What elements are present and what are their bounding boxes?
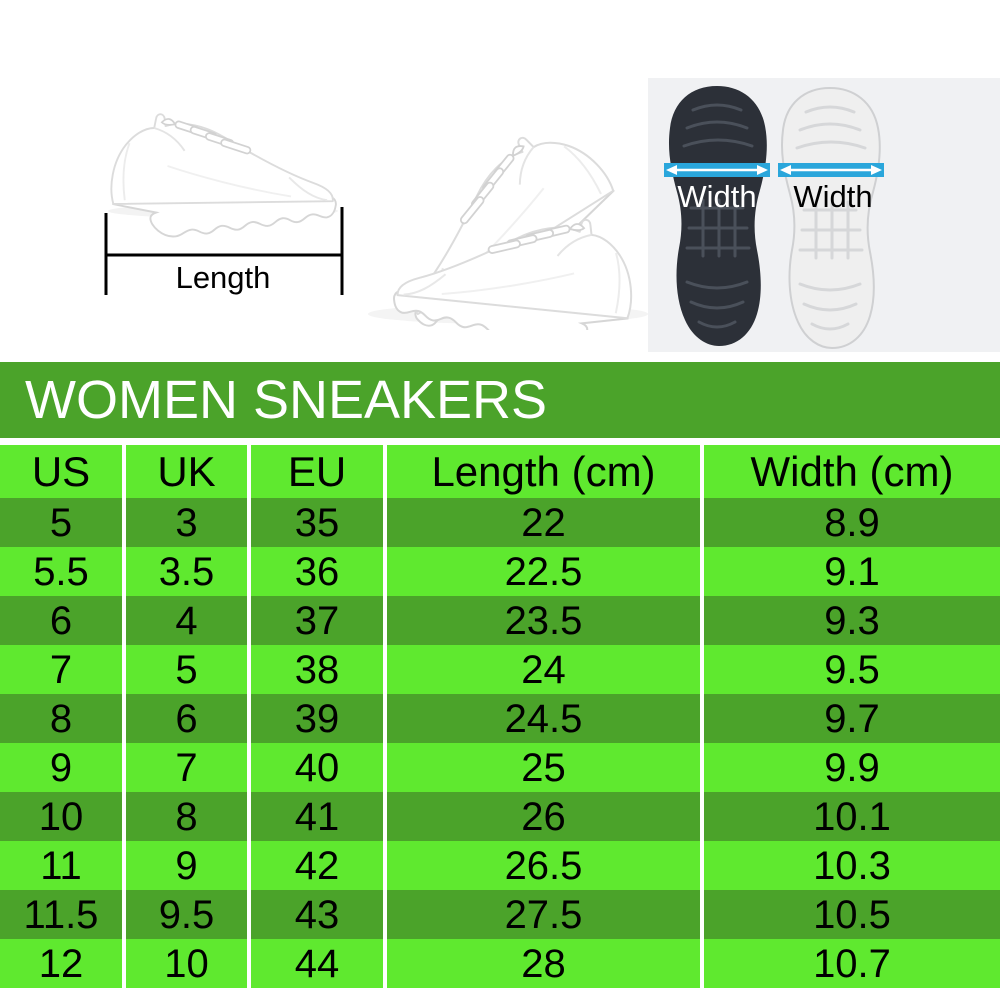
table-cell: 10.1 <box>704 792 1000 841</box>
table-cell: 5 <box>0 498 122 547</box>
column-header: Width (cm) <box>704 445 1000 498</box>
table-cell: 5 <box>126 645 247 694</box>
column-header: US <box>0 445 122 498</box>
table-cell: 7 <box>0 645 122 694</box>
table-cell: 24 <box>387 645 700 694</box>
table-cell: 10 <box>126 939 247 988</box>
black-outsole <box>668 86 767 346</box>
width-measure-figure: Width Width <box>648 76 1000 359</box>
table-cell: 36 <box>251 547 383 596</box>
figures-section: Length <box>0 0 1000 362</box>
table-cell: 8 <box>126 792 247 841</box>
table-cell: 37 <box>251 596 383 645</box>
table-row: 5.5 3.5 36 22.5 9.1 <box>0 547 1000 596</box>
table-cell: 22 <box>387 498 700 547</box>
table-cell: 11 <box>0 841 122 890</box>
table-cell: 22.5 <box>387 547 700 596</box>
column-header: EU <box>251 445 383 498</box>
table-cell: 38 <box>251 645 383 694</box>
table-cell: 3 <box>126 498 247 547</box>
table-cell: 26 <box>387 792 700 841</box>
table-cell: 26.5 <box>387 841 700 890</box>
table-cell: 42 <box>251 841 383 890</box>
table-cell: 9.1 <box>704 547 1000 596</box>
table-row: 10 8 41 26 10.1 <box>0 792 1000 841</box>
table-row: 7 5 38 24 9.5 <box>0 645 1000 694</box>
size-table-header: US UK EU Length (cm) Width (cm) <box>0 445 1000 498</box>
table-cell: 9.3 <box>704 596 1000 645</box>
table-cell: 4 <box>126 596 247 645</box>
table-cell: 27.5 <box>387 890 700 939</box>
white-outsole <box>780 87 881 349</box>
title-band: WOMEN SNEAKERS <box>0 362 1000 438</box>
table-cell: 40 <box>251 743 383 792</box>
table-row: 8 6 39 24.5 9.7 <box>0 694 1000 743</box>
length-label: Length <box>176 260 271 295</box>
table-cell: 10.7 <box>704 939 1000 988</box>
width-label-white-sole: Width <box>793 179 872 214</box>
table-cell: 6 <box>0 596 122 645</box>
sneaker-side-photo: Length <box>104 113 344 295</box>
table-row: 6 4 37 23.5 9.3 <box>0 596 1000 645</box>
table-cell: 44 <box>251 939 383 988</box>
table-cell: 9.7 <box>704 694 1000 743</box>
column-header: Length (cm) <box>387 445 700 498</box>
table-cell: 10.5 <box>704 890 1000 939</box>
table-cell: 41 <box>251 792 383 841</box>
table-row: 11.5 9.5 43 27.5 10.5 <box>0 890 1000 939</box>
width-arrow-black-sole <box>664 163 770 177</box>
length-bracket <box>104 207 344 295</box>
table-cell: 23.5 <box>387 596 700 645</box>
table-cell: 9.5 <box>126 890 247 939</box>
table-row: 12 10 44 28 10.7 <box>0 939 1000 988</box>
sneaker-pair-photo <box>348 78 655 354</box>
table-cell: 8.9 <box>704 498 1000 547</box>
table-cell: 9.5 <box>704 645 1000 694</box>
outsoles-art: Width Width <box>648 78 1000 352</box>
table-cell: 9.9 <box>704 743 1000 792</box>
size-table: US UK EU Length (cm) Width (cm) 5 3 35 22 8.9 5.5… <box>0 445 1000 988</box>
table-cell: 10 <box>0 792 122 841</box>
table-cell: 43 <box>251 890 383 939</box>
table-cell: 8 <box>0 694 122 743</box>
table-cell: 35 <box>251 498 383 547</box>
table-cell: 5.5 <box>0 547 122 596</box>
table-cell: 7 <box>126 743 247 792</box>
length-measure-figure: Length <box>95 95 355 305</box>
size-table-body: 5 3 35 22 8.9 5.5 3.5 36 22.5 9.1 6 4 37 23.5 9.3 7 5 38 2… <box>0 498 1000 988</box>
table-cell: 9 <box>126 841 247 890</box>
table-cell: 10.3 <box>704 841 1000 890</box>
table-cell: 12 <box>0 939 122 988</box>
table-cell: 25 <box>387 743 700 792</box>
sneaker-pair-art <box>364 109 648 354</box>
table-row: 5 3 35 22 8.9 <box>0 498 1000 547</box>
table-row: 11 9 42 26.5 10.3 <box>0 841 1000 890</box>
table-row: 9 7 40 25 9.9 <box>0 743 1000 792</box>
page-title: WOMEN SNEAKERS <box>25 370 548 430</box>
column-header: UK <box>126 445 247 498</box>
table-cell: 39 <box>251 694 383 743</box>
width-label-black-sole: Width <box>677 179 756 214</box>
table-cell: 11.5 <box>0 890 122 939</box>
table-cell: 6 <box>126 694 247 743</box>
table-cell: 9 <box>0 743 122 792</box>
table-cell: 3.5 <box>126 547 247 596</box>
table-cell: 24.5 <box>387 694 700 743</box>
width-arrow-white-sole <box>778 163 884 177</box>
table-cell: 28 <box>387 939 700 988</box>
